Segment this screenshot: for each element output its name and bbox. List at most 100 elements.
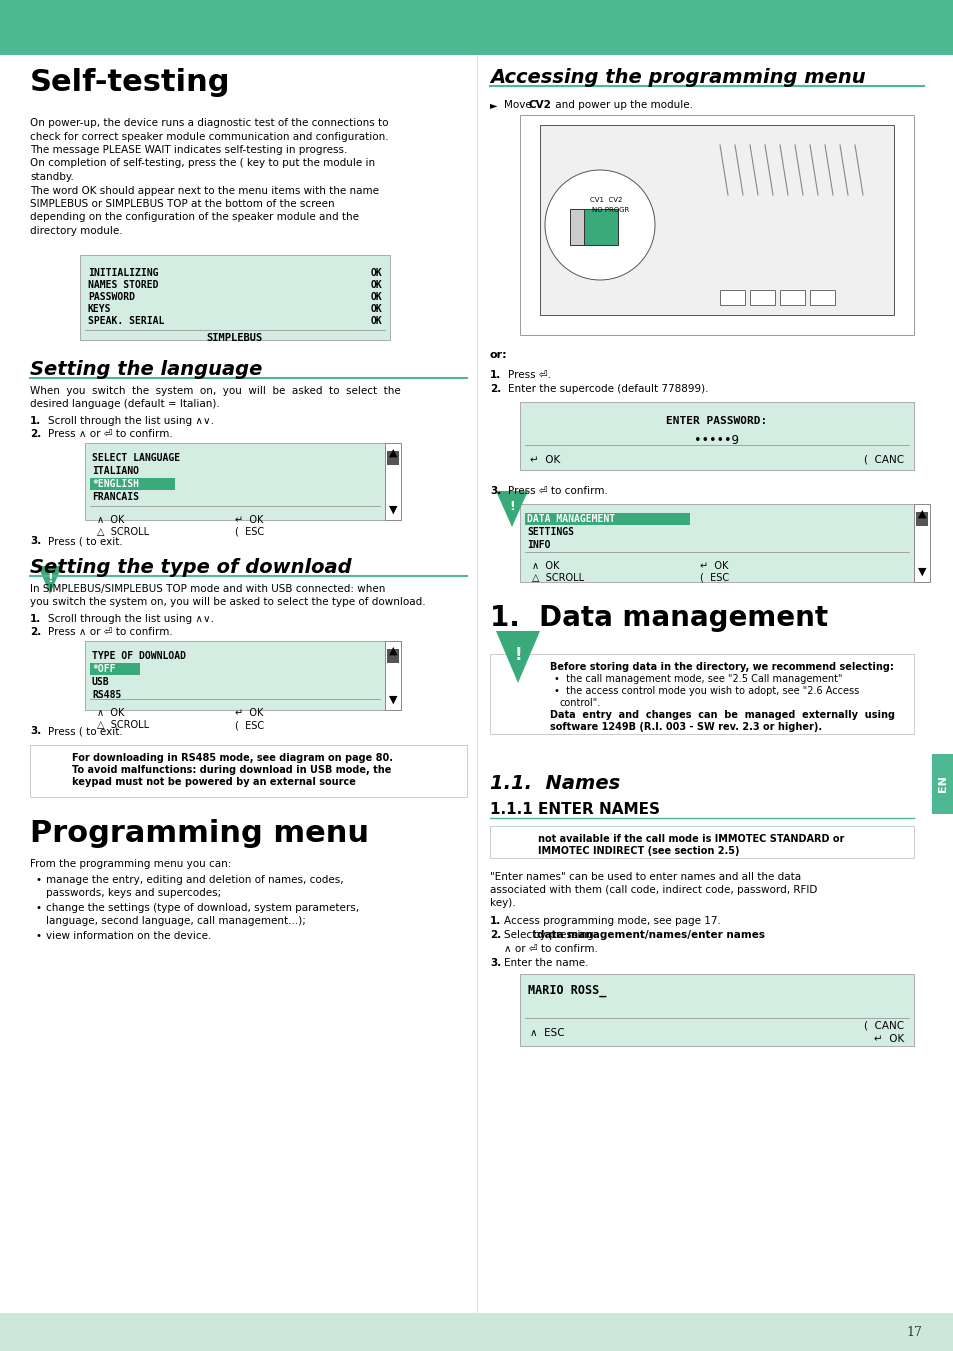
Text: 1.: 1. bbox=[490, 370, 500, 380]
Text: RS485: RS485 bbox=[91, 690, 121, 700]
Text: (  ESC: ( ESC bbox=[234, 720, 264, 730]
Text: not available if the call mode is IMMOTEC STANDARD or: not available if the call mode is IMMOTE… bbox=[537, 834, 843, 844]
Text: ↵  OK: ↵ OK bbox=[234, 515, 263, 526]
Circle shape bbox=[544, 170, 655, 280]
Text: 1.1.1 ENTER NAMES: 1.1.1 ENTER NAMES bbox=[490, 802, 659, 817]
Bar bbox=[90, 663, 140, 676]
Bar bbox=[85, 640, 385, 711]
Text: SELECT LANGUAGE: SELECT LANGUAGE bbox=[91, 453, 180, 463]
Text: DATA MANAGEMENT: DATA MANAGEMENT bbox=[526, 513, 615, 524]
Text: △  SCROLL: △ SCROLL bbox=[97, 527, 149, 536]
Text: •••••9: •••••9 bbox=[694, 434, 739, 447]
Text: 2.: 2. bbox=[30, 430, 41, 439]
Text: Setting the type of download: Setting the type of download bbox=[30, 558, 352, 577]
Text: 3.: 3. bbox=[490, 486, 500, 496]
Text: !: ! bbox=[47, 573, 52, 585]
Text: Enter the supercode (default 778899).: Enter the supercode (default 778899). bbox=[507, 384, 708, 394]
Bar bbox=[931, 754, 953, 813]
Text: ∧  ESC: ∧ ESC bbox=[530, 1028, 564, 1038]
Text: Move: Move bbox=[503, 100, 535, 109]
Bar bbox=[0, 1313, 953, 1351]
Text: ▼: ▼ bbox=[388, 694, 396, 705]
Text: standby.: standby. bbox=[30, 172, 73, 182]
Bar bbox=[569, 209, 583, 245]
Text: In SIMPLEBUS/SIMPLEBUS TOP mode and with USB connected: when: In SIMPLEBUS/SIMPLEBUS TOP mode and with… bbox=[30, 584, 385, 594]
Text: 1.: 1. bbox=[30, 416, 41, 426]
Text: SPEAK. SERIAL: SPEAK. SERIAL bbox=[88, 316, 164, 326]
Text: INFO: INFO bbox=[526, 540, 550, 550]
Text: CV1  CV2: CV1 CV2 bbox=[589, 197, 621, 203]
Text: by pressing: by pressing bbox=[503, 929, 593, 940]
Text: OK: OK bbox=[370, 292, 381, 303]
Text: !: ! bbox=[514, 646, 521, 663]
Text: ↵  OK: ↵ OK bbox=[873, 1034, 903, 1044]
Text: Scroll through the list using ∧∨.: Scroll through the list using ∧∨. bbox=[48, 416, 213, 426]
Text: and power up the module.: and power up the module. bbox=[552, 100, 692, 109]
Text: OK: OK bbox=[370, 267, 381, 278]
Text: (  CANC: ( CANC bbox=[863, 455, 903, 465]
Text: Enter the name.: Enter the name. bbox=[503, 958, 588, 969]
Text: EN: EN bbox=[937, 775, 947, 792]
Text: The message PLEASE WAIT indicates self-testing in progress.: The message PLEASE WAIT indicates self-t… bbox=[30, 145, 347, 155]
Text: ↵  OK: ↵ OK bbox=[700, 561, 727, 571]
Polygon shape bbox=[38, 566, 62, 594]
Text: 3.: 3. bbox=[30, 536, 41, 546]
Text: On completion of self-testing, press the ( key to put the module in: On completion of self-testing, press the… bbox=[30, 158, 375, 169]
Text: ↵  OK: ↵ OK bbox=[530, 455, 559, 465]
Text: 3.: 3. bbox=[30, 725, 41, 736]
Text: For downloading in RS485 mode, see diagram on page 80.: For downloading in RS485 mode, see diagr… bbox=[71, 753, 393, 763]
Text: INITIALIZING: INITIALIZING bbox=[88, 267, 158, 278]
Text: Setting the language: Setting the language bbox=[30, 359, 262, 380]
Text: data management/names/enter names: data management/names/enter names bbox=[537, 929, 764, 940]
Text: change the settings (type of download, system parameters,: change the settings (type of download, s… bbox=[46, 902, 358, 913]
Text: (  CANC: ( CANC bbox=[863, 1021, 903, 1031]
Text: From the programming menu you can:: From the programming menu you can: bbox=[30, 859, 232, 869]
Text: SIMPLEBUS or SIMPLEBUS TOP at the bottom of the screen: SIMPLEBUS or SIMPLEBUS TOP at the bottom… bbox=[30, 199, 335, 209]
Text: Accessing the programming menu: Accessing the programming menu bbox=[490, 68, 864, 86]
Bar bbox=[85, 443, 385, 520]
Text: Scroll through the list using ∧∨.: Scroll through the list using ∧∨. bbox=[48, 613, 213, 624]
Text: 2.: 2. bbox=[30, 627, 41, 638]
Text: USB: USB bbox=[91, 677, 110, 688]
Bar bbox=[387, 648, 398, 663]
Text: you switch the system on, you will be asked to select the type of download.: you switch the system on, you will be as… bbox=[30, 597, 425, 607]
Bar bbox=[780, 290, 804, 305]
Text: Press ⏎.: Press ⏎. bbox=[507, 370, 551, 380]
Text: ↵  OK: ↵ OK bbox=[234, 708, 263, 717]
Text: •: • bbox=[36, 875, 42, 885]
Text: NO PROGR: NO PROGR bbox=[592, 207, 629, 213]
Text: software 1249B (R.I. 003 - SW rev. 2.3 or higher).: software 1249B (R.I. 003 - SW rev. 2.3 o… bbox=[550, 721, 821, 732]
Bar bbox=[581, 209, 618, 245]
Text: IMMOTEC INDIRECT (see section 2.5): IMMOTEC INDIRECT (see section 2.5) bbox=[537, 846, 739, 857]
Text: 17: 17 bbox=[905, 1325, 921, 1339]
Text: keypad must not be powered by an external source: keypad must not be powered by an externa… bbox=[71, 777, 355, 788]
Text: ►: ► bbox=[490, 100, 497, 109]
Text: ▼: ▼ bbox=[917, 567, 925, 577]
Text: ∧ or ⏎ to confirm.: ∧ or ⏎ to confirm. bbox=[503, 944, 598, 954]
Polygon shape bbox=[496, 631, 539, 684]
Polygon shape bbox=[496, 490, 527, 527]
Bar bbox=[387, 451, 398, 465]
Text: Press ( to exit.: Press ( to exit. bbox=[48, 536, 123, 546]
Text: ▼: ▼ bbox=[388, 505, 396, 515]
Text: ENTER PASSWORD:: ENTER PASSWORD: bbox=[666, 416, 767, 426]
Bar bbox=[385, 443, 400, 520]
Bar bbox=[90, 478, 174, 490]
Bar bbox=[749, 290, 774, 305]
Text: OK: OK bbox=[370, 316, 381, 326]
Text: key).: key). bbox=[490, 898, 515, 908]
Text: OK: OK bbox=[370, 280, 381, 290]
Bar bbox=[385, 640, 400, 711]
Bar bbox=[519, 974, 913, 1046]
Bar bbox=[524, 513, 689, 526]
Bar bbox=[519, 504, 913, 582]
Text: check for correct speaker module communication and configuration.: check for correct speaker module communi… bbox=[30, 131, 388, 142]
Text: ▲: ▲ bbox=[388, 646, 396, 657]
Bar bbox=[539, 126, 893, 315]
Text: ▲: ▲ bbox=[917, 509, 925, 519]
Text: △  SCROLL: △ SCROLL bbox=[97, 720, 149, 730]
Text: !: ! bbox=[509, 500, 515, 513]
Text: •  the call management mode, see "2.5 Call management": • the call management mode, see "2.5 Cal… bbox=[554, 674, 841, 684]
Text: NAMES STORED: NAMES STORED bbox=[88, 280, 158, 290]
Text: Select: Select bbox=[503, 929, 539, 940]
